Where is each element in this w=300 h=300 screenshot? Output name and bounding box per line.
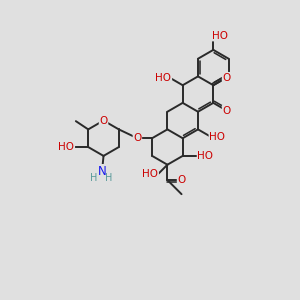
Text: O: O xyxy=(99,116,108,126)
Text: HO: HO xyxy=(209,132,225,142)
Text: HO: HO xyxy=(197,151,213,161)
Text: HO: HO xyxy=(155,73,172,83)
Text: O: O xyxy=(177,175,186,185)
Text: O: O xyxy=(222,106,231,116)
Text: H: H xyxy=(105,173,112,183)
Text: N: N xyxy=(98,165,106,178)
Text: HO: HO xyxy=(142,169,158,178)
Text: O: O xyxy=(222,73,231,82)
Text: H: H xyxy=(90,173,98,183)
Text: HO: HO xyxy=(212,31,228,41)
Text: O: O xyxy=(133,133,142,143)
Text: HO: HO xyxy=(58,142,74,152)
